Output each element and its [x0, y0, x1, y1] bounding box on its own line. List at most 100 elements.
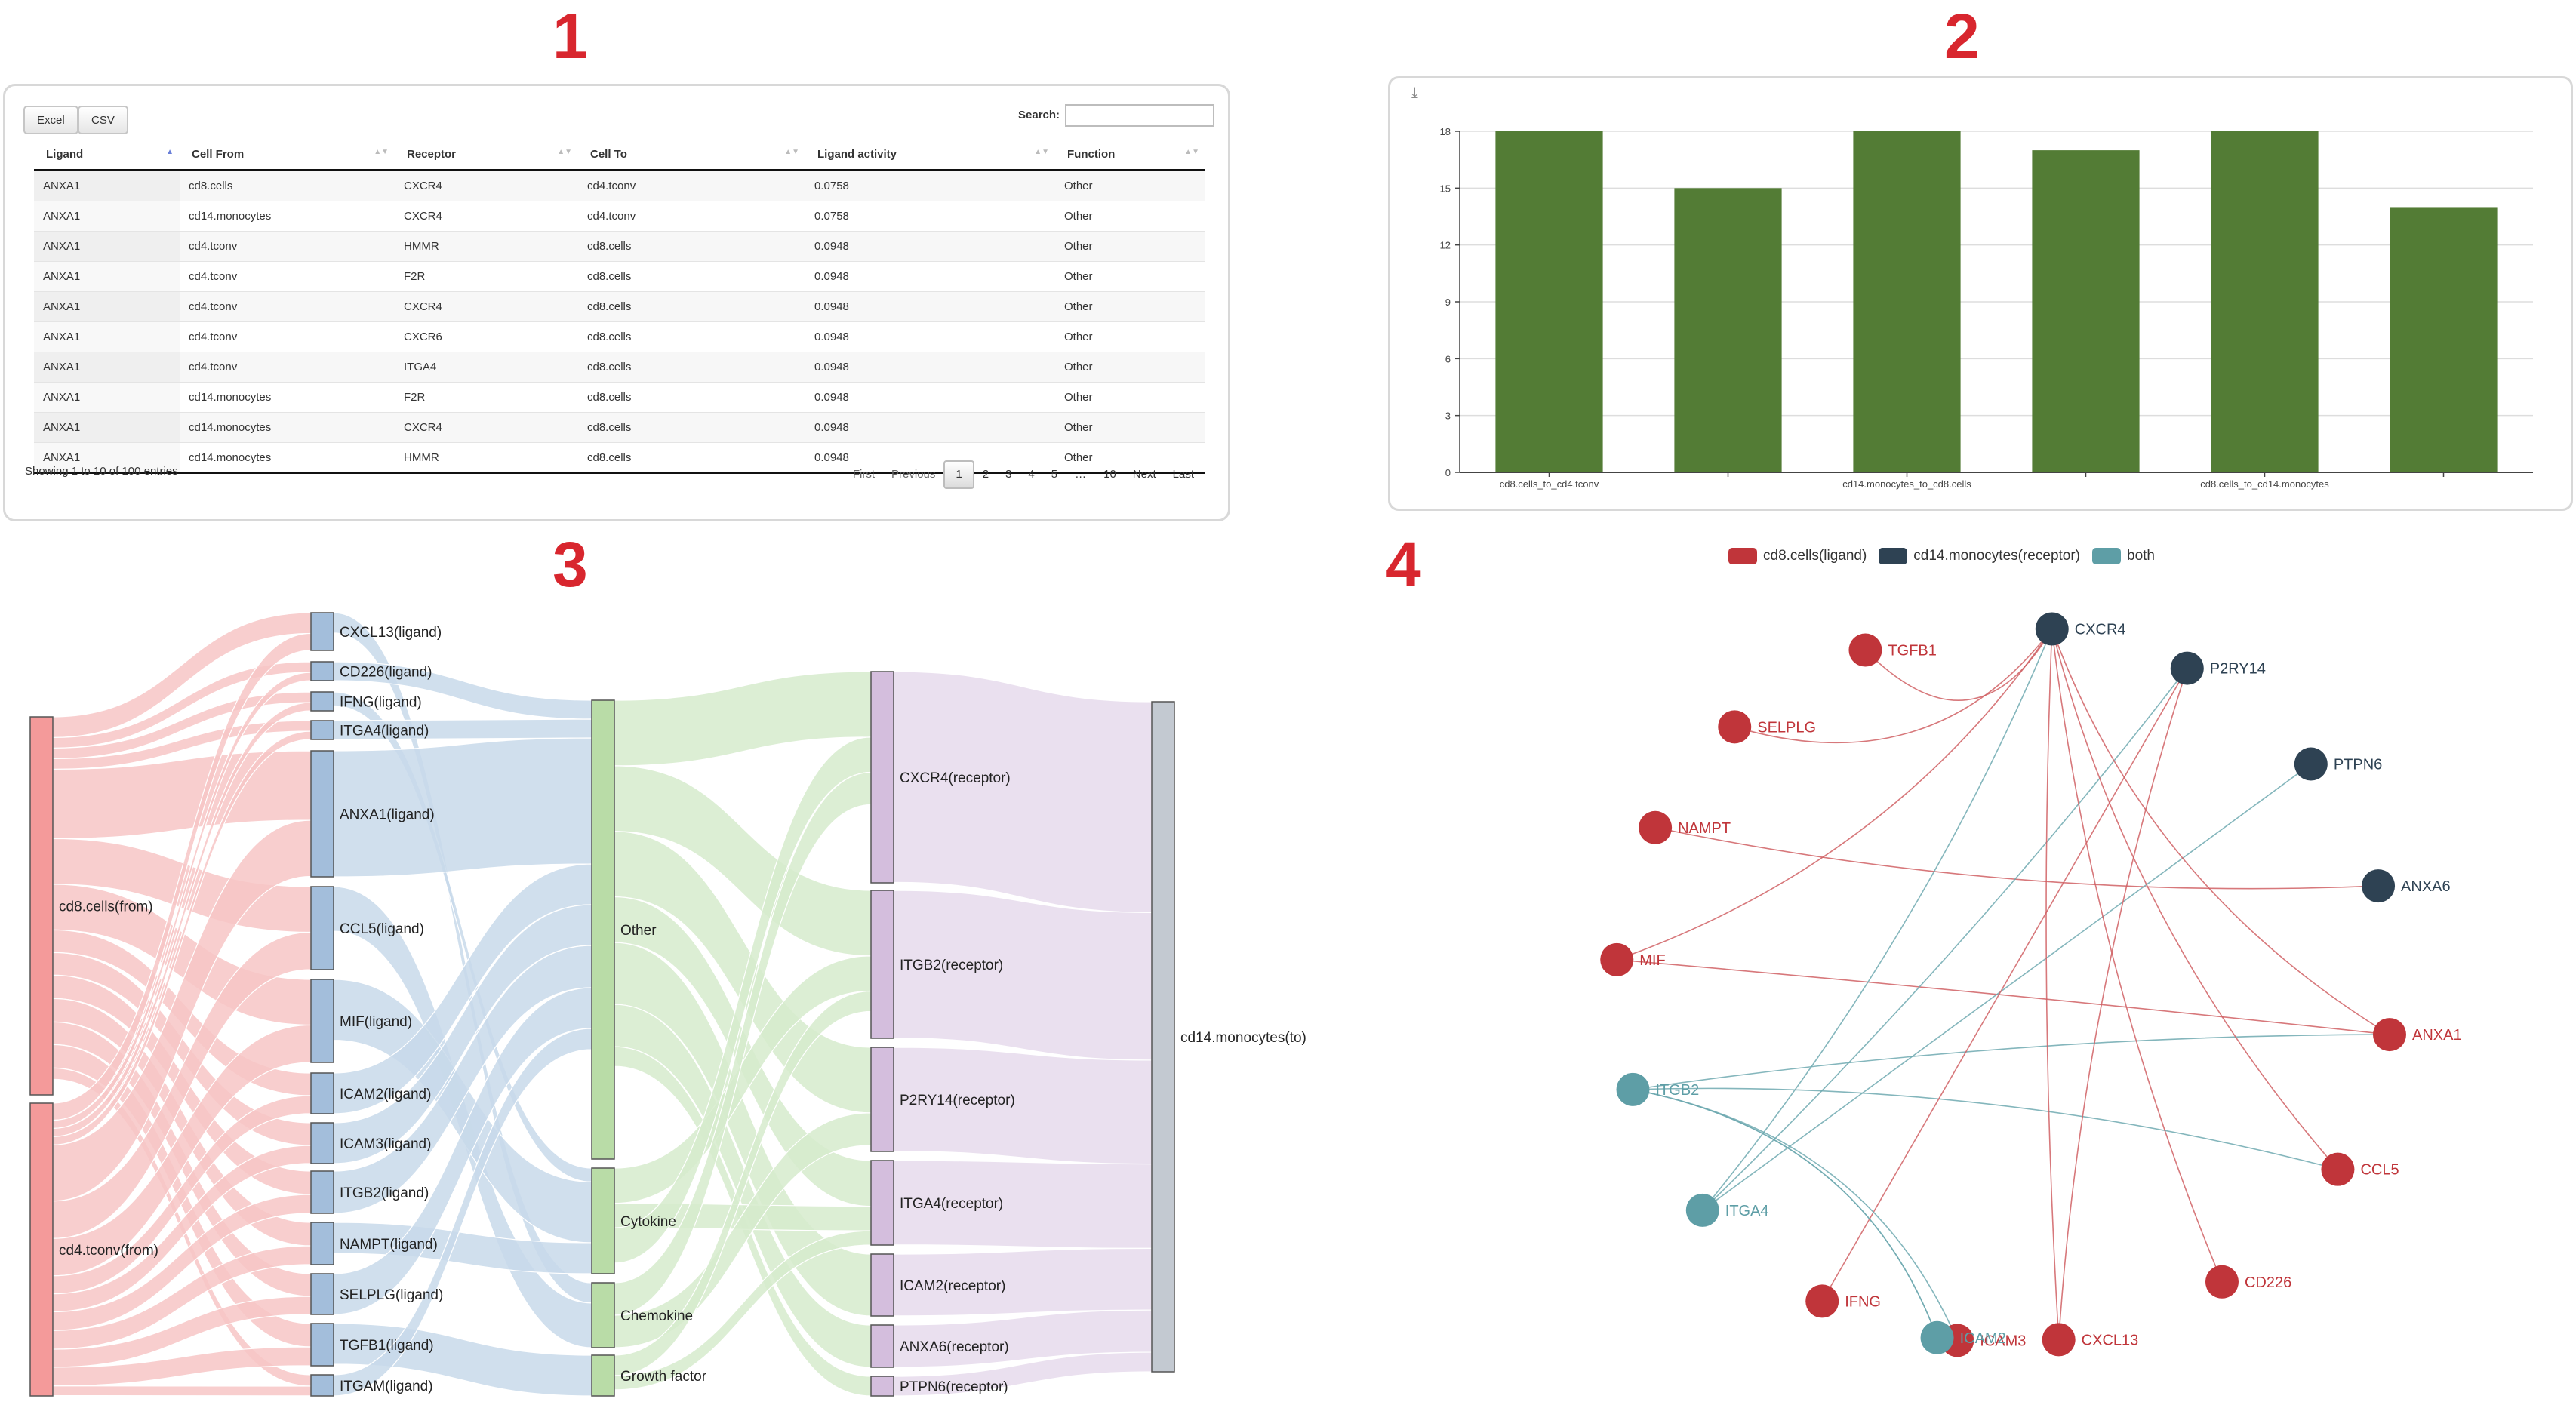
- sankey-node[interactable]: [591, 1167, 615, 1274]
- sankey-node[interactable]: [870, 890, 894, 1039]
- bar[interactable]: [2032, 150, 2140, 472]
- sankey-node[interactable]: [310, 720, 334, 740]
- sankey-node[interactable]: [591, 699, 615, 1160]
- bar[interactable]: [2390, 207, 2498, 472]
- bar[interactable]: [2211, 131, 2319, 472]
- sankey-node[interactable]: [870, 1253, 894, 1317]
- network-node[interactable]: [1920, 1320, 1954, 1354]
- sankey-node[interactable]: [310, 1122, 334, 1164]
- network-legend: cd8.cells(ligand) cd14.monocytes(recepto…: [1728, 548, 2167, 564]
- y-tick-label: 15: [1440, 183, 1451, 194]
- csv-export-button[interactable]: CSV: [78, 106, 128, 134]
- table-row[interactable]: ANXA1 cd14.monocytes CXCR4 cd8.cells 0.0948 O…: [34, 412, 1205, 443]
- legend-item-receptor[interactable]: cd14.monocytes(receptor): [1879, 548, 2080, 564]
- network-node[interactable]: [1639, 810, 1673, 844]
- table-cell: Other: [1055, 412, 1205, 443]
- table-row[interactable]: ANXA1 cd4.tconv ITGA4 cd8.cells 0.0948 Other: [34, 352, 1205, 383]
- legend-item-both[interactable]: both: [2092, 548, 2155, 564]
- legend-item-ligand[interactable]: cd8.cells(ligand): [1728, 548, 1867, 564]
- bar[interactable]: [1853, 131, 1961, 472]
- bar[interactable]: [1674, 188, 1782, 473]
- network-node[interactable]: [1600, 942, 1634, 976]
- table-row[interactable]: ANXA1 cd14.monocytes F2R cd8.cells 0.0948 Oth…: [34, 382, 1205, 413]
- network-node[interactable]: [1805, 1284, 1839, 1318]
- table-cell: cd8.cells: [578, 412, 805, 443]
- download-icon[interactable]: ⤓: [1411, 85, 1418, 101]
- pagination-button[interactable]: 1: [943, 460, 974, 489]
- sankey-node[interactable]: [310, 750, 334, 878]
- table-row[interactable]: ANXA1 cd4.tconv F2R cd8.cells 0.0948 Other: [34, 261, 1205, 292]
- pagination-button[interactable]: 4: [1028, 468, 1035, 481]
- network-node[interactable]: [2205, 1265, 2239, 1299]
- sankey-link[interactable]: [614, 671, 872, 767]
- network-node[interactable]: [2294, 747, 2328, 781]
- pagination-button[interactable]: Next: [1132, 468, 1156, 481]
- sankey-node[interactable]: [310, 1273, 334, 1315]
- sankey-node[interactable]: [310, 1323, 334, 1367]
- pagination-button[interactable]: First: [852, 468, 876, 481]
- pagination-button[interactable]: 5: [1051, 468, 1058, 481]
- sankey-node[interactable]: [310, 1374, 334, 1397]
- sankey-link[interactable]: [893, 890, 1153, 1061]
- network-node[interactable]: [1685, 1193, 1719, 1227]
- network-node[interactable]: [2362, 869, 2396, 903]
- column-header-receptor[interactable]: Receptor ▲▼: [395, 139, 578, 171]
- sankey-link[interactable]: [52, 1385, 312, 1397]
- bar[interactable]: [1495, 131, 1603, 472]
- sankey-node[interactable]: [310, 1222, 334, 1265]
- excel-export-button[interactable]: Excel: [23, 106, 78, 134]
- pagination-button[interactable]: Last: [1172, 468, 1194, 481]
- sankey-node[interactable]: [29, 716, 54, 1096]
- sankey-node[interactable]: [310, 1170, 334, 1214]
- column-header-function[interactable]: Function ▲▼: [1055, 139, 1205, 171]
- sankey-node[interactable]: [870, 1160, 894, 1246]
- sankey-node[interactable]: [310, 691, 334, 712]
- network-node[interactable]: [2372, 1018, 2406, 1052]
- sankey-node[interactable]: [310, 1072, 334, 1114]
- pagination-button[interactable]: Previous: [891, 468, 936, 481]
- sankey-node[interactable]: [310, 612, 334, 651]
- sankey-node[interactable]: [310, 979, 334, 1063]
- pagination-button[interactable]: 2: [982, 468, 989, 481]
- network-node[interactable]: [1616, 1072, 1650, 1106]
- sankey-node[interactable]: [870, 1047, 894, 1152]
- table-row[interactable]: ANXA1 cd4.tconv CXCR6 cd8.cells 0.0948 Other: [34, 321, 1205, 352]
- sankey-node[interactable]: [29, 1102, 54, 1397]
- table-cell: CXCR4: [395, 291, 578, 322]
- y-tick-label: 6: [1445, 353, 1451, 364]
- sankey-node[interactable]: [870, 671, 894, 884]
- sankey-node[interactable]: [310, 661, 334, 681]
- network-edge: [1633, 1089, 1938, 1339]
- column-header-cell-from[interactable]: Cell From ▲▼: [180, 139, 395, 171]
- pagination-button[interactable]: 10: [1103, 468, 1116, 481]
- column-header-ligand-activity[interactable]: Ligand activity ▲▼: [805, 139, 1055, 171]
- sankey-node[interactable]: [1151, 701, 1175, 1373]
- sankey-link[interactable]: [893, 671, 1153, 913]
- sankey-links: [52, 612, 1153, 1397]
- network-edge: [1821, 668, 2188, 1302]
- network-node[interactable]: [2170, 651, 2204, 685]
- table-cell: cd8.cells: [578, 291, 805, 322]
- sankey-node[interactable]: [870, 1324, 894, 1368]
- search-input[interactable]: [1065, 104, 1214, 127]
- table-row[interactable]: ANXA1 cd14.monocytes CXCR4 cd4.tconv 0.0758 O…: [34, 201, 1205, 232]
- pagination-button[interactable]: 3: [1005, 468, 1012, 481]
- sankey-node[interactable]: [591, 1354, 615, 1397]
- table-row[interactable]: ANXA1 cd14.monocytes HMMR cd8.cells 0.0948 Ot…: [34, 442, 1205, 474]
- sankey-node[interactable]: [310, 886, 334, 970]
- network-node[interactable]: [1718, 710, 1752, 744]
- table-cell: ANXA1: [34, 352, 180, 383]
- network-node[interactable]: [2035, 612, 2069, 646]
- table-cell: Other: [1055, 352, 1205, 383]
- sankey-node[interactable]: [591, 1282, 615, 1348]
- network-node[interactable]: [1848, 633, 1882, 667]
- table-row[interactable]: ANXA1 cd4.tconv CXCR4 cd8.cells 0.0948 Other: [34, 291, 1205, 322]
- table-row[interactable]: ANXA1 cd8.cells CXCR4 cd4.tconv 0.0758 Other: [34, 170, 1205, 201]
- column-header-ligand[interactable]: Ligand ▲: [34, 139, 180, 171]
- sankey-node[interactable]: [870, 1376, 894, 1397]
- table-row[interactable]: ANXA1 cd4.tconv HMMR cd8.cells 0.0948 Other: [34, 231, 1205, 262]
- sankey-diagram: cd8.cells(from) cd4.tconv(from) CXCL13(lig…: [29, 612, 1306, 1397]
- column-header-cell-to[interactable]: Cell To ▲▼: [578, 139, 805, 171]
- network-node[interactable]: [2321, 1152, 2355, 1186]
- network-node[interactable]: [2042, 1323, 2076, 1357]
